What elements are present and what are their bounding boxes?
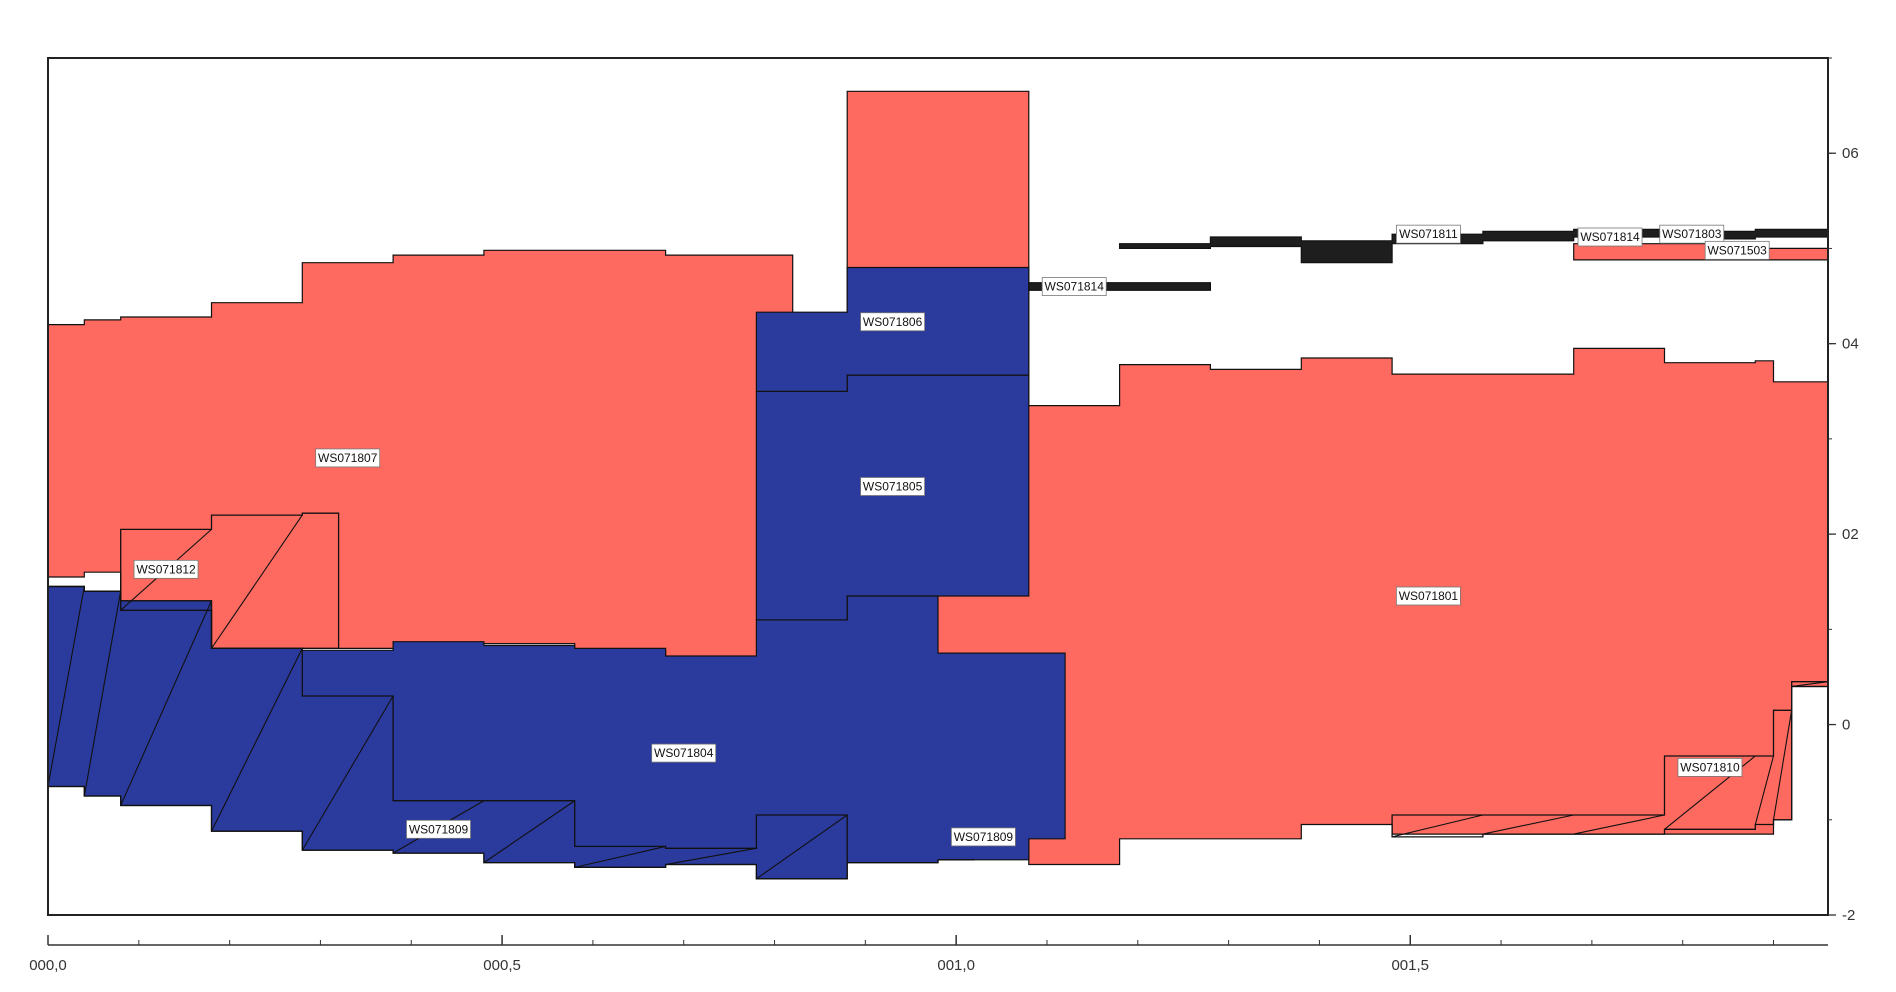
x-tick-label: 001,0 xyxy=(937,957,975,974)
series-label-ws071807-box xyxy=(315,448,381,468)
outline-layer xyxy=(47,512,1829,880)
x-tick-label: 001,5 xyxy=(1391,957,1429,974)
series-label-ws071804-text: WS071804 xyxy=(654,746,714,760)
series-label-ws071809-text: WS071809 xyxy=(409,822,469,836)
y-tick-label: 04 xyxy=(1842,336,1859,353)
hatch-ws071809 xyxy=(47,586,85,787)
series-label-ws071811-box xyxy=(1396,224,1461,244)
area-ws071805 xyxy=(755,374,1030,621)
extra-label-2: WS071809 xyxy=(951,827,1016,847)
extra-label-0-text: WS071814 xyxy=(1580,230,1640,244)
hatch-ws071809 xyxy=(756,814,848,880)
extra-label-2-box xyxy=(951,827,1016,847)
series-label-ws071809: WS071809 xyxy=(406,819,471,839)
extra-label-1: WS071503 xyxy=(1704,240,1770,260)
hatch-ws071810 xyxy=(1754,755,1775,825)
extra-label-2-text: WS071809 xyxy=(954,830,1014,844)
series-label-ws071803: WS071803 xyxy=(1659,224,1725,244)
hatch-ws071810 xyxy=(1772,710,1793,820)
series-label-ws071810: WS071810 xyxy=(1677,758,1743,777)
series-label-ws071801-text: WS071801 xyxy=(1399,589,1459,603)
hatch-ws071810 xyxy=(1791,681,1829,688)
y-tick-label: 02 xyxy=(1842,526,1859,543)
y-tick-label: 0 xyxy=(1842,717,1850,734)
extra-label-1-box xyxy=(1704,240,1770,260)
area-layer xyxy=(47,90,1829,880)
series-label-ws071804-box xyxy=(651,743,717,763)
hatch-ws071810 xyxy=(1482,814,1574,835)
series-label-ws071806-box xyxy=(860,312,925,332)
hatch-ws071809 xyxy=(301,695,394,851)
hatch-ws071809 xyxy=(210,648,303,832)
plot-border xyxy=(47,57,1829,916)
y-tick-label: 06 xyxy=(1842,145,1859,162)
series-label-ws071805: WS071805 xyxy=(860,477,925,496)
series-label-ws071810-box xyxy=(1677,758,1743,777)
outline-ws071809 xyxy=(47,585,975,880)
series-label-ws071804: WS071804 xyxy=(651,743,717,763)
x-tick-label: 000,0 xyxy=(29,957,67,974)
series-label-ws071803-box xyxy=(1659,224,1725,244)
hatch-ws071809 xyxy=(574,845,666,868)
extra-label-0: WS071814 xyxy=(1577,227,1643,247)
series-label-ws071801: WS071801 xyxy=(1396,586,1461,606)
hatch-ws071809 xyxy=(483,800,576,864)
series-label-ws071805-box xyxy=(860,477,925,496)
series-label-ws071812-box xyxy=(133,559,199,579)
series-label-ws071807: WS071807 xyxy=(315,448,381,468)
series-label-ws071801-box xyxy=(1396,586,1461,606)
plot-frame xyxy=(47,57,1829,916)
series-label-ws071810-text: WS071810 xyxy=(1680,760,1740,774)
extra-label-0-box xyxy=(1577,227,1643,247)
series-label-ws071814-box xyxy=(1041,277,1107,296)
hatch-ws071809 xyxy=(120,600,212,806)
series-label-ws071807-text: WS071807 xyxy=(318,451,378,465)
hatch-ws071810 xyxy=(1391,814,1484,838)
series-label-ws071806-text: WS071806 xyxy=(863,315,923,329)
series-label-ws071809-box xyxy=(406,819,471,839)
extra-label-1-text: WS071503 xyxy=(1707,243,1767,257)
x-tick-label: 000,5 xyxy=(483,957,521,974)
hatch-ws071809 xyxy=(83,591,122,797)
series-label-ws071814: WS071814 xyxy=(1041,277,1107,296)
series-label-ws071811: WS071811 xyxy=(1396,224,1461,244)
hatch-ws071810 xyxy=(1573,814,1665,835)
hatch-ws071809 xyxy=(665,847,757,866)
series-label-ws071803-text: WS071803 xyxy=(1662,227,1722,241)
y-tick-label: -2 xyxy=(1842,907,1855,924)
series-label-layer: WS071807 WS071801 WS071803 WS071804 WS071805… xyxy=(133,224,1770,847)
series-label-ws071812-text: WS071812 xyxy=(136,562,196,576)
hatch-ws071812 xyxy=(211,514,303,649)
series-label-ws071806: WS071806 xyxy=(860,312,925,332)
series-label-ws071805-text: WS071805 xyxy=(863,480,923,494)
series-label-ws071812: WS071812 xyxy=(133,559,199,579)
series-label-ws071814-text: WS071814 xyxy=(1045,280,1105,294)
axes-layer: 000,0 000,5 001,0 001,5 06 04 02 0 -2 xyxy=(29,57,1859,974)
series-label-ws071811-text: WS071811 xyxy=(1399,227,1458,241)
outline-ws071810 xyxy=(1391,600,1829,838)
area-ws071801 xyxy=(846,90,1829,866)
